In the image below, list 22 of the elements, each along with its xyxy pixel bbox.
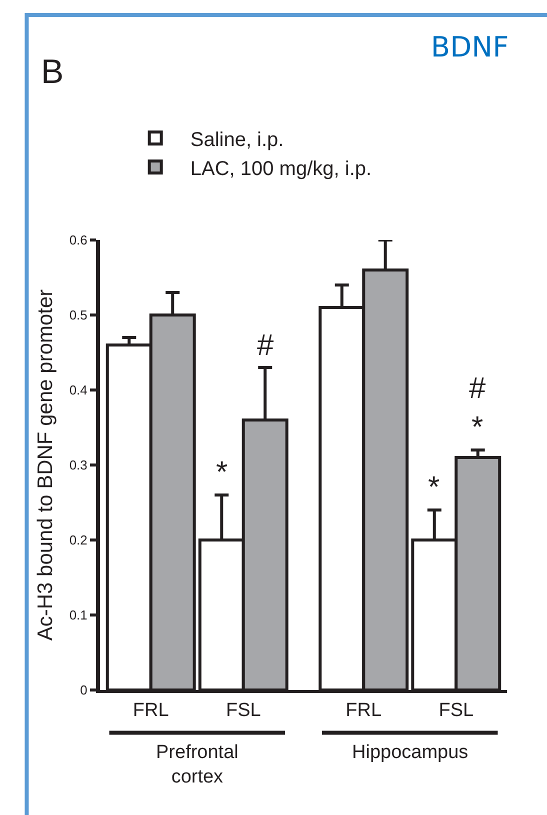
y-tick-label: 0.2 [69,532,88,548]
x-tick-label: FRL [346,700,382,721]
chart-title: BDNF [430,30,509,64]
y-axis-title: Ac-H3 bound to BDNF gene promoter [34,289,57,641]
x-tick-label: FSL [226,700,261,721]
x-tick-label: FRL [132,700,169,721]
annotation: * [216,456,228,489]
text: Hippocampus [352,742,468,763]
y-tick-label: 0.1 [69,608,88,623]
y-tick-label: 0.5 [69,308,88,323]
annotation: # * [469,372,486,444]
y-tick-label: 0.3 [69,458,88,473]
text: Prefrontal cortex [156,742,238,788]
annotation: # [257,329,274,362]
y-tick-label: 0.6 [69,232,88,248]
text: B [41,53,64,91]
legend-label: LAC, 100 mg/kg, i.p. [190,158,372,180]
legend-label: Saline, i.p. [190,128,284,151]
annotation: * [428,471,440,504]
x-tick-label: FSL [438,700,474,721]
y-tick-label: 0 [80,682,88,698]
y-tick-label: 0.4 [69,382,88,398]
